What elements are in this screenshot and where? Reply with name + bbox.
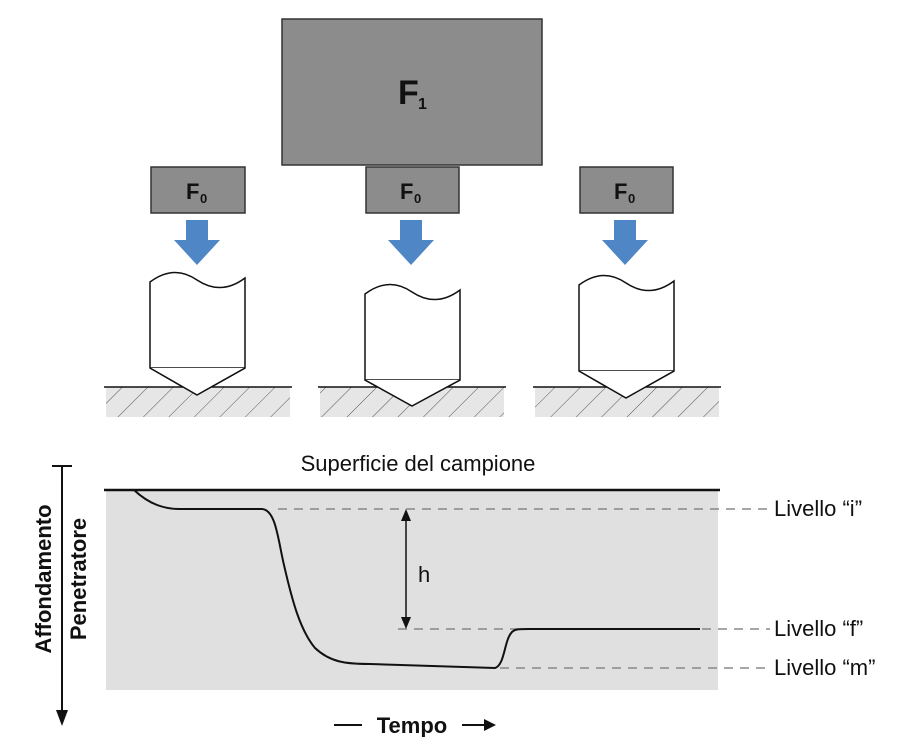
level-m-label: Livello “m” — [774, 655, 875, 680]
f1-label: F — [398, 74, 419, 112]
arrow-down-icon-right — [602, 220, 648, 265]
f0-right-subscript: 0 — [628, 191, 635, 206]
f0-center-subscript: 0 — [414, 191, 421, 206]
f0-center-label: F — [400, 179, 413, 204]
f0-left-label: F — [186, 179, 199, 204]
preload-f0-left: F 0 — [150, 166, 246, 214]
surface-label: Superficie del campione — [301, 451, 536, 476]
depth-chart-area — [106, 490, 718, 690]
arrow-down-icon-left — [174, 220, 220, 265]
x-axis-arrow-icon — [484, 719, 496, 731]
f1-subscript: 1 — [418, 96, 427, 113]
indenter-tip-right — [578, 370, 675, 399]
indenter-tip-left — [149, 367, 246, 396]
main-load-f1: F 1 — [281, 18, 543, 166]
level-f-label: Livello “f” — [774, 616, 863, 641]
f0-left-subscript: 0 — [200, 191, 207, 206]
y-axis-arrow-icon — [56, 710, 68, 726]
y-axis-label-line2: Penetratore — [66, 518, 91, 640]
arrow-down-icon-center — [388, 220, 434, 265]
level-i-label: Livello “i” — [774, 496, 862, 521]
y-axis-label-line1: Affondamento — [31, 504, 56, 653]
h-dimension-arrow — [401, 509, 411, 629]
indenter-tip-center — [364, 379, 461, 407]
x-axis-label: Tempo — [377, 713, 447, 737]
penetration-curve — [133, 489, 700, 670]
preload-f0-center: F 0 — [365, 166, 460, 214]
preload-f0-right: F 0 — [579, 166, 674, 214]
h-label: h — [418, 562, 430, 587]
f0-right-label: F — [614, 179, 627, 204]
